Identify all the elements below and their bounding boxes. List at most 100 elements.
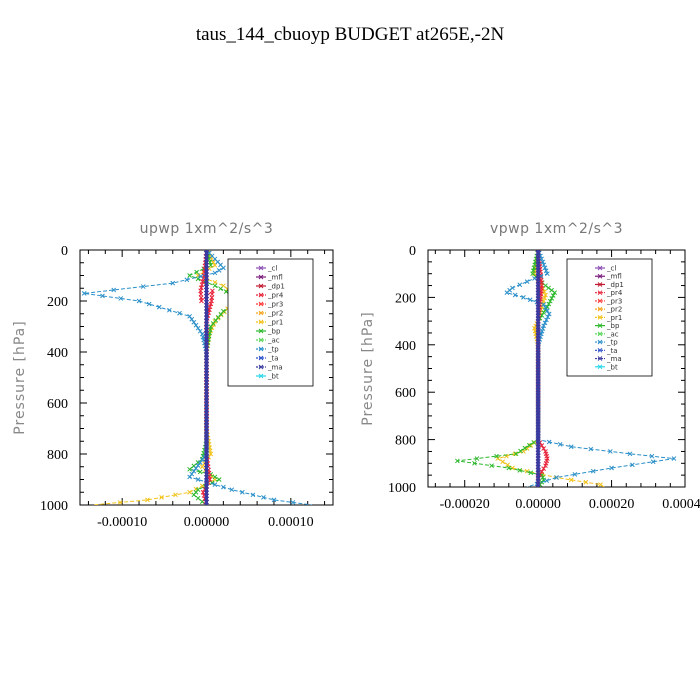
panel-title: vpwp 1xm^2/s^3 bbox=[490, 221, 623, 237]
y-tick-label: 600 bbox=[395, 386, 416, 401]
series-marker bbox=[650, 459, 656, 465]
legend-label: _mfl bbox=[606, 273, 622, 281]
y-tick-label: 200 bbox=[395, 291, 416, 306]
series-marker bbox=[173, 492, 178, 498]
series-marker bbox=[140, 284, 146, 289]
series-marker bbox=[568, 477, 574, 483]
x-tick-label: 0.00000 bbox=[184, 515, 230, 530]
series-marker bbox=[189, 471, 195, 477]
series-marker bbox=[198, 273, 204, 279]
series-marker bbox=[495, 456, 501, 461]
series-marker bbox=[607, 449, 613, 454]
series-marker bbox=[517, 468, 523, 473]
legend-label: _pr4 bbox=[267, 292, 284, 300]
series-marker bbox=[197, 469, 203, 475]
series-marker bbox=[541, 302, 547, 307]
legend-marker bbox=[258, 283, 264, 289]
series-marker bbox=[170, 280, 176, 286]
series-marker bbox=[557, 441, 563, 447]
series-marker bbox=[136, 298, 142, 304]
series-marker bbox=[494, 453, 499, 459]
series-marker bbox=[546, 311, 552, 317]
series-marker bbox=[191, 492, 197, 498]
series-marker bbox=[167, 307, 172, 313]
legend-marker bbox=[258, 292, 264, 298]
series-marker bbox=[100, 293, 105, 299]
series-marker bbox=[211, 322, 216, 327]
series-marker bbox=[218, 286, 223, 292]
series-marker bbox=[250, 492, 256, 498]
series-marker bbox=[261, 494, 266, 500]
series-marker bbox=[528, 470, 534, 476]
series-marker bbox=[547, 298, 553, 304]
legend-label: _tp bbox=[267, 346, 279, 354]
series-marker bbox=[590, 468, 596, 474]
y-tick-label: 400 bbox=[395, 339, 416, 354]
y-axis-label: Pressure [hPa] bbox=[360, 311, 376, 425]
x-tick-label: 0.00020 bbox=[589, 497, 635, 512]
series-marker bbox=[195, 477, 201, 482]
series-marker bbox=[193, 465, 199, 471]
series-marker bbox=[518, 448, 523, 454]
series-marker bbox=[194, 269, 200, 275]
series-marker bbox=[195, 495, 201, 501]
y-tick-label: 1000 bbox=[40, 499, 68, 514]
series-marker bbox=[500, 459, 506, 465]
legend-marker bbox=[597, 273, 603, 279]
series-marker bbox=[195, 463, 201, 468]
legend-label: _pr2 bbox=[267, 310, 283, 318]
series-marker bbox=[546, 439, 552, 445]
series-marker bbox=[512, 292, 518, 298]
series-marker bbox=[204, 499, 209, 505]
series-marker bbox=[199, 298, 204, 304]
series-marker bbox=[549, 295, 555, 301]
series-marker bbox=[540, 259, 546, 265]
series-marker bbox=[489, 463, 494, 469]
legend-label: _pr4 bbox=[606, 289, 623, 297]
legend-label: _tp bbox=[606, 339, 618, 347]
series-marker bbox=[671, 456, 677, 461]
series-marker bbox=[598, 482, 603, 487]
series-marker bbox=[187, 466, 192, 472]
series-marker bbox=[145, 497, 150, 503]
series-marker bbox=[118, 296, 124, 301]
panel-upwp: upwp 1xm^2/s^3 Pressure [hPa] -0.00010 0.00… bbox=[12, 221, 334, 530]
legend-label: _pr3 bbox=[267, 301, 283, 309]
legend-marker bbox=[258, 310, 264, 316]
series-marker bbox=[474, 456, 480, 461]
series-marker bbox=[189, 316, 195, 322]
series-marker bbox=[543, 463, 548, 469]
legend-label: _pr1 bbox=[606, 314, 622, 322]
series-marker bbox=[223, 289, 229, 295]
series-marker bbox=[177, 310, 182, 316]
legend-label: _bt bbox=[606, 363, 618, 371]
series-marker bbox=[535, 481, 541, 487]
series-marker bbox=[649, 453, 655, 459]
legend-label: _bp bbox=[606, 322, 620, 330]
y-tick-label: 0 bbox=[61, 244, 68, 259]
legend-label: _pr3 bbox=[606, 297, 622, 305]
legend-label: _bt bbox=[267, 373, 279, 381]
series-marker bbox=[216, 268, 222, 273]
legend-marker bbox=[597, 364, 603, 370]
series-marker bbox=[527, 297, 533, 303]
series-marker bbox=[550, 293, 556, 298]
y-tick-label: 1000 bbox=[388, 481, 416, 496]
series-marker bbox=[554, 475, 559, 480]
series-marker bbox=[552, 290, 558, 296]
legend-label: _ac bbox=[606, 330, 619, 338]
legend-marker bbox=[597, 315, 603, 320]
legend-marker bbox=[258, 373, 264, 379]
series-marker bbox=[532, 271, 537, 277]
legend-box bbox=[227, 258, 314, 387]
series-marker bbox=[212, 279, 218, 285]
legend-label: _cl bbox=[267, 265, 277, 273]
y-tick-label: 800 bbox=[395, 434, 416, 449]
series-marker bbox=[193, 322, 199, 328]
series-marker bbox=[521, 295, 526, 300]
y-tick-label: 800 bbox=[47, 448, 68, 463]
series-marker bbox=[541, 262, 547, 268]
series-marker bbox=[541, 310, 547, 315]
series-marker bbox=[111, 287, 117, 293]
